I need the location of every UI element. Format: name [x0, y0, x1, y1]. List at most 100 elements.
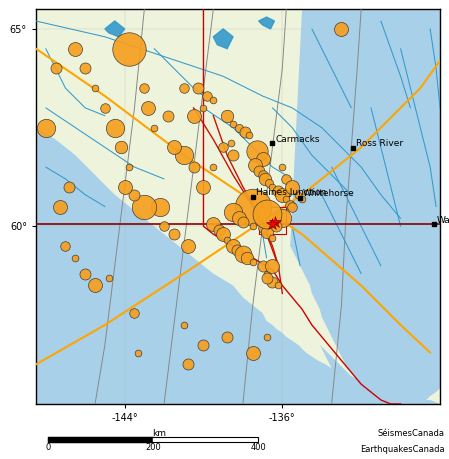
Point	[259, 224, 266, 232]
Point	[216, 227, 223, 234]
Text: EarthquakesCanada: EarthquakesCanada	[360, 445, 445, 454]
Point	[184, 361, 191, 368]
Point	[239, 250, 247, 257]
Text: Whitehorse: Whitehorse	[303, 190, 355, 198]
Point	[273, 223, 280, 230]
Point	[249, 349, 256, 356]
Point	[200, 341, 207, 348]
Point	[269, 262, 276, 269]
Point	[145, 104, 152, 112]
Point	[229, 151, 237, 159]
Point	[184, 242, 191, 250]
Point	[263, 270, 270, 277]
Point	[275, 282, 282, 289]
Text: Carmacks: Carmacks	[275, 135, 320, 144]
Point	[279, 215, 286, 222]
Point	[190, 112, 197, 119]
Point	[42, 124, 49, 131]
Point	[289, 203, 296, 210]
Point	[263, 211, 270, 218]
Text: Haines Junction: Haines Junction	[255, 188, 326, 197]
Point	[170, 144, 177, 151]
Point	[72, 45, 79, 52]
Text: SéismesCanada: SéismesCanada	[378, 429, 445, 438]
Point	[56, 203, 63, 210]
Point	[180, 151, 187, 159]
Point	[131, 191, 138, 198]
Point	[170, 230, 177, 238]
Text: km: km	[152, 429, 167, 438]
Point	[286, 201, 294, 208]
Point	[111, 124, 119, 131]
Point	[289, 183, 296, 190]
Point	[283, 175, 290, 183]
Point	[220, 144, 227, 151]
Point	[279, 163, 286, 171]
Point	[228, 140, 235, 147]
Polygon shape	[36, 9, 440, 404]
Bar	[48, 437, 258, 442]
Point	[283, 195, 290, 202]
Point	[210, 221, 217, 228]
Point	[263, 274, 270, 281]
Point	[180, 321, 187, 329]
Point	[117, 144, 124, 151]
Point	[52, 65, 59, 72]
Point	[125, 163, 132, 171]
Point	[275, 187, 282, 195]
Point	[204, 92, 211, 100]
Point	[141, 203, 148, 210]
Point	[249, 203, 256, 210]
Point	[224, 112, 231, 119]
Point	[229, 120, 237, 127]
Text: 200: 200	[145, 443, 161, 453]
Point	[233, 246, 241, 254]
Polygon shape	[278, 266, 367, 396]
Point	[259, 262, 266, 269]
Point	[66, 183, 73, 190]
Point	[253, 148, 260, 155]
Point	[62, 242, 69, 250]
Point	[263, 333, 270, 341]
Point	[220, 230, 227, 238]
Point	[241, 128, 248, 135]
Point	[245, 132, 252, 139]
Point	[210, 96, 217, 104]
Point	[92, 84, 99, 92]
Text: 0: 0	[46, 443, 51, 453]
Point	[239, 218, 247, 226]
Point	[265, 179, 272, 186]
Point	[194, 84, 201, 92]
Point	[160, 223, 167, 230]
Point	[150, 124, 158, 131]
Polygon shape	[105, 21, 125, 37]
Polygon shape	[259, 17, 274, 29]
Point	[125, 45, 132, 52]
Point	[200, 183, 207, 190]
Point	[235, 215, 242, 222]
Point	[157, 203, 164, 210]
Point	[101, 104, 109, 112]
Point	[131, 309, 138, 317]
Point	[224, 236, 231, 244]
Point	[243, 254, 251, 262]
Point	[299, 195, 306, 202]
Point	[180, 84, 187, 92]
Point	[269, 183, 276, 190]
Point	[72, 254, 79, 262]
Text: Wats.: Wats.	[437, 216, 449, 225]
Point	[249, 258, 256, 265]
Polygon shape	[290, 9, 440, 404]
Point	[105, 274, 112, 281]
Point	[135, 349, 142, 356]
Point	[251, 162, 258, 169]
Point	[235, 124, 242, 131]
Point	[229, 209, 237, 216]
Point	[224, 333, 231, 341]
Point	[92, 282, 99, 289]
Text: Ross River: Ross River	[356, 140, 403, 148]
Point	[269, 278, 276, 285]
Point	[259, 171, 266, 179]
Point	[263, 229, 270, 236]
Point	[121, 183, 128, 190]
